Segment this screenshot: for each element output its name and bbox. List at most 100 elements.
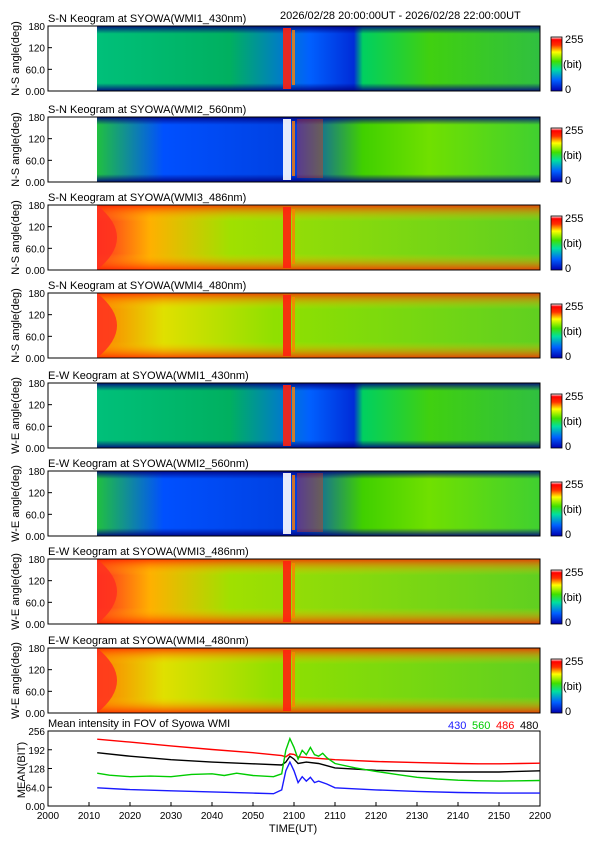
series-line-560 xyxy=(97,736,541,782)
colorbar-max-label: 255 xyxy=(565,125,583,137)
lineplot-series xyxy=(97,736,541,795)
keogram-edge-glow xyxy=(97,648,540,713)
keogram-ylabel: N-S angle(deg) xyxy=(10,288,22,363)
keogram-edge-glow xyxy=(97,559,540,624)
colorbar xyxy=(550,393,563,449)
keogram-title: E-W Keogram at SYOWA(WMI4_480nm) xyxy=(48,635,249,647)
lineplot-xtick-label: 2020 xyxy=(119,811,142,822)
keogram-edge-dark xyxy=(97,471,540,536)
lineplot-ytick-label: 128 xyxy=(28,765,45,776)
keogram-ytick-label: 0.00 xyxy=(26,709,46,720)
legend-entry-430: 430 xyxy=(448,720,466,732)
colorbar-max-label: 255 xyxy=(565,567,583,579)
lineplot-xtick-label: 2000 xyxy=(37,811,60,822)
keogram-ytick-label: 120 xyxy=(28,666,45,677)
lineplot-ylabel: MEAN(BIT) xyxy=(16,742,28,798)
lineplot-xtick-label: 2100 xyxy=(283,811,306,822)
colorbar-unit-label: (bit) xyxy=(563,681,582,693)
keogram-title: S-N Keogram at SYOWA(WMI2_560nm) xyxy=(48,104,246,116)
colorbar-max-label: 255 xyxy=(565,213,583,225)
keogram-ylabel: N-S angle(deg) xyxy=(10,21,22,96)
keogram-onset-band xyxy=(283,385,291,446)
keogram-ytick-label: 60.0 xyxy=(26,65,46,76)
colorbar-unit-label: (bit) xyxy=(563,592,582,604)
colorbar xyxy=(550,36,563,92)
keogram-dawn-glow xyxy=(97,559,117,624)
keogram-ylabel: W-E angle(deg) xyxy=(10,553,22,630)
lineplot-xtick-label: 2110 xyxy=(324,811,346,822)
keogram-ytick-label: 180 xyxy=(28,22,45,33)
keogram-dawn-glow xyxy=(97,293,117,358)
keogram-ytick-label: 180 xyxy=(28,113,45,124)
keogram-ytick-label: 0.00 xyxy=(26,178,46,189)
lineplot-xtick-label: 2140 xyxy=(447,811,470,822)
colorbar xyxy=(550,215,563,271)
keogram-ytick-label: 0.00 xyxy=(26,354,46,365)
keogram-ytick-label: 180 xyxy=(28,201,45,212)
keogram-onset-streak xyxy=(292,30,295,85)
keogram-onset-streak xyxy=(292,563,295,618)
keogram-ytick-label: 120 xyxy=(28,135,45,146)
keogram-frame xyxy=(47,204,541,271)
keogram-frame xyxy=(47,470,541,537)
keogram-ytick-label: 120 xyxy=(28,577,45,588)
colorbar-min-label: 0 xyxy=(565,441,571,453)
keogram-onset-streak xyxy=(292,652,295,707)
keogram-title: E-W Keogram at SYOWA(WMI3_486nm) xyxy=(48,546,249,558)
colorbar-min-label: 0 xyxy=(565,263,571,275)
lineplot-ytick-label: 64.0 xyxy=(26,783,46,794)
lineplot-frame xyxy=(47,730,541,807)
keogram-onset-spread xyxy=(297,473,323,532)
keogram-ylabel: W-E angle(deg) xyxy=(10,465,22,542)
keogram-ytick-label: 60.0 xyxy=(26,510,46,521)
keogram-edge-dark xyxy=(97,383,540,448)
keogram-frame xyxy=(47,382,541,449)
keogram-ytick-label: 60.0 xyxy=(26,422,46,433)
keogram-title: E-W Keogram at SYOWA(WMI2_560nm) xyxy=(48,458,249,470)
keogram-title: S-N Keogram at SYOWA(WMI3_486nm) xyxy=(48,192,246,204)
lineplot-xlabel: TIME(UT) xyxy=(269,823,317,835)
keogram-frame xyxy=(47,647,541,714)
lineplot-title: Mean intensity in FOV of Syowa WMI xyxy=(48,718,230,730)
keogram-ytick-label: 120 xyxy=(28,44,45,55)
keogram-ytick-label: 0.00 xyxy=(26,532,46,543)
keogram-ytick-label: 120 xyxy=(28,223,45,234)
keogram-ytick-label: 120 xyxy=(28,401,45,412)
keogram-onset-streak xyxy=(292,209,295,264)
time-range-header: 2026/02/28 20:00:00UT - 2026/02/28 22:00… xyxy=(280,10,521,22)
keogram-panel-3: S-N Keogram at SYOWA(WMI3_486nm)180 120 60… xyxy=(10,192,583,277)
colorbar-max-label: 255 xyxy=(565,34,583,46)
keogram-ytick-label: 60.0 xyxy=(26,332,46,343)
keogram-onset-band xyxy=(283,561,291,622)
legend-entry-560: 560 xyxy=(472,720,490,732)
keogram-onset-band xyxy=(283,28,291,89)
keogram-frame xyxy=(47,292,541,359)
lineplot-xtick-label: 2150 xyxy=(488,811,511,822)
colorbar-min-label: 0 xyxy=(565,175,571,187)
keogram-ytick-label: 0.00 xyxy=(26,620,46,631)
legend-entry-480: 480 xyxy=(520,720,538,732)
keogram-ylabel: N-S angle(deg) xyxy=(10,200,22,275)
keogram-ytick-label: 120 xyxy=(28,489,45,500)
keogram-ytick-label: 60.0 xyxy=(26,244,46,255)
keogram-ytick-label: 180 xyxy=(28,467,45,478)
colorbar xyxy=(550,303,563,359)
keogram-dawn-glow xyxy=(97,205,117,270)
keogram-onset-streak xyxy=(292,297,295,352)
lineplot-xtick-label: 2120 xyxy=(365,811,388,822)
colorbar-unit-label: (bit) xyxy=(563,59,582,71)
keogram-onset-band xyxy=(283,473,291,534)
keogram-panel-2: S-N Keogram at SYOWA(WMI2_560nm)180 120 60… xyxy=(10,104,583,189)
keogram-edge-dark xyxy=(97,26,540,91)
keogram-panel-4: S-N Keogram at SYOWA(WMI4_480nm)180 120 60… xyxy=(10,280,583,365)
lineplot-ytick-label: 0.00 xyxy=(26,802,46,813)
keogram-panel-6: E-W Keogram at SYOWA(WMI2_560nm)180 120 60… xyxy=(10,458,583,543)
keogram-panel-7: E-W Keogram at SYOWA(WMI3_486nm)180 120 60… xyxy=(10,546,583,631)
keogram-edge-glow xyxy=(97,293,540,358)
keogram-title: E-W Keogram at SYOWA(WMI1_430nm) xyxy=(48,370,249,382)
colorbar xyxy=(550,658,563,714)
keogram-frame xyxy=(47,558,541,625)
keogram-onset-band xyxy=(283,119,291,180)
colorbar-unit-label: (bit) xyxy=(563,238,582,250)
